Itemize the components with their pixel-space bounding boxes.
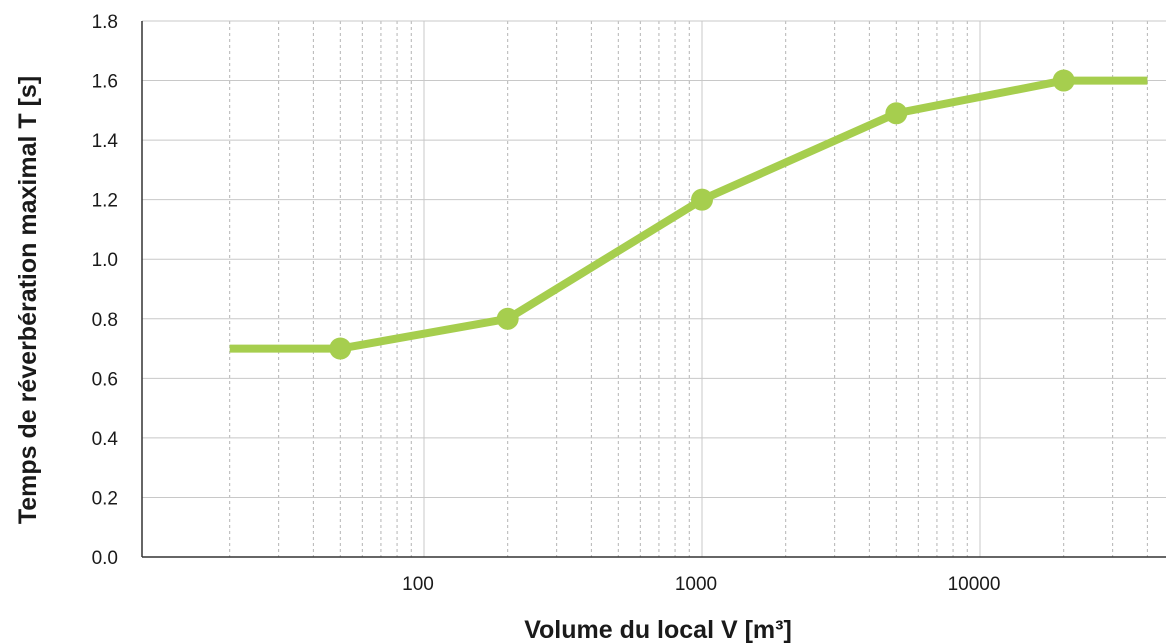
y-tick-label: 1.8 — [92, 12, 118, 33]
data-point — [1052, 69, 1075, 92]
data-point — [496, 307, 519, 330]
y-tick-label: 0.0 — [92, 548, 118, 569]
y-tick-label: 0.2 — [92, 488, 118, 509]
data-point — [691, 188, 713, 211]
y-tick-label: 1.4 — [92, 131, 119, 152]
series-layer — [229, 69, 1148, 360]
major-gridlines — [142, 20, 1166, 557]
x-tick-label: 10000 — [948, 574, 1001, 595]
data-point — [329, 337, 352, 360]
y-tick-label: 1.0 — [92, 250, 118, 271]
minor-gridlines — [229, 21, 1148, 557]
y-tick-labels: 0.0 0.2 0.4 0.6 0.8 1.0 1.2 1.4 1.6 1.8 — [92, 12, 119, 569]
axes — [141, 21, 1166, 558]
x-tick-label: 100 — [402, 574, 434, 595]
y-tick-label: 1.6 — [92, 72, 118, 93]
x-axis-title: Volume du local V [m³] — [524, 616, 792, 644]
x-tick-labels: 100 1000 10000 — [402, 574, 1000, 595]
y-tick-label: 0.4 — [92, 429, 119, 450]
y-tick-label: 1.2 — [92, 191, 118, 212]
y-axis-title: Temps de réverbération maximal T [s] — [14, 76, 42, 524]
series-line — [229, 76, 1148, 353]
data-point — [885, 102, 908, 125]
y-tick-label: 0.6 — [92, 369, 118, 390]
y-tick-label: 0.8 — [92, 310, 118, 331]
x-tick-label: 1000 — [675, 574, 717, 595]
